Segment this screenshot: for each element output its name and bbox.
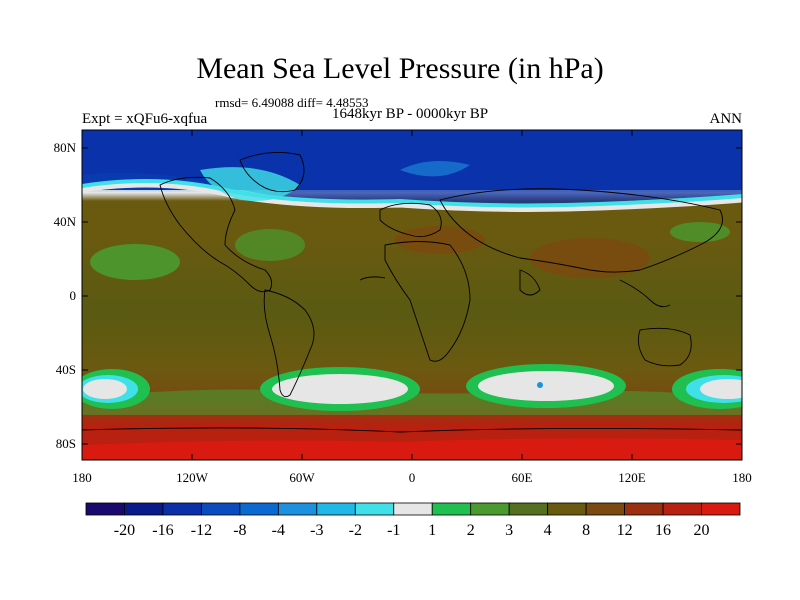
colorbar-label: 20: [693, 522, 710, 539]
colorbar-label: -3: [310, 522, 324, 539]
colorbar-swatch: [277, 502, 318, 516]
zero-contour-north: [82, 182, 742, 212]
colorbar-label: -4: [271, 522, 285, 539]
colorbar-swatch: [508, 502, 549, 516]
colorbar-swatch: [431, 502, 472, 516]
colorbar-label: 4: [543, 522, 552, 539]
north-atlantic-patch: [200, 167, 300, 201]
colorbar-label: 12: [616, 522, 633, 539]
colorbar-swatch: [201, 502, 241, 516]
colorbar-label: -8: [233, 522, 247, 539]
colorbar-swatch: [162, 502, 202, 516]
experiment-label: Expt = xQFu6-xqfua: [82, 111, 208, 127]
rmsd-diff-stats: rmsd= 6.49088 diff= 4.48553: [215, 95, 369, 110]
lat-label-40s: 40S: [55, 362, 76, 377]
colorbar-label: 3: [505, 522, 514, 539]
colorbar-swatch: [585, 502, 625, 516]
se-pacific-low-core: [700, 379, 742, 399]
colorbar-label: 16: [655, 522, 672, 539]
sahara-high: [395, 226, 485, 254]
colorbar-label: -16: [152, 522, 174, 539]
lon-label-120e: 120E: [618, 470, 646, 485]
colorbar-swatch: [662, 502, 702, 516]
asia-high: [530, 238, 650, 278]
lon-label-120w: 120W: [176, 470, 208, 485]
colorbar-swatch: [316, 502, 356, 516]
colorbar-label: -20: [113, 522, 136, 539]
colorbar-label: 2: [466, 522, 475, 539]
lat-label-40n: 40N: [53, 214, 76, 229]
colorbar-swatch: [239, 502, 279, 516]
lat-label-0: 0: [69, 288, 77, 303]
lat-label-80s: 80S: [55, 436, 76, 451]
coastlines: [82, 151, 742, 433]
lon-label-60e: 60E: [511, 470, 533, 485]
lon-label-180e: 180: [732, 470, 752, 485]
colorbar-label: -2: [348, 522, 362, 539]
scandinavia-patch: [400, 161, 470, 177]
colorbar-label: -12: [190, 522, 213, 539]
colorbar-label: 8: [582, 522, 591, 539]
colorbar-swatch: [393, 502, 433, 516]
colorbar-label: -1: [387, 522, 401, 539]
indian-ocean-low-center: [537, 382, 543, 388]
colorbar-swatch: [547, 502, 587, 516]
indian-ocean-low-core: [478, 371, 614, 401]
lat-label-80n: 80N: [53, 140, 76, 155]
colorbar-swatch: [354, 502, 395, 516]
cyan-contour-north: [82, 179, 742, 208]
colorbar-swatch: [624, 502, 664, 516]
antarctic-high-core: [82, 438, 742, 460]
pacific-green-patch: [90, 244, 180, 280]
colorbar-swatch: [470, 502, 510, 516]
colorbar-label: 1: [428, 522, 437, 539]
east-pacific-green-patch: [670, 222, 730, 242]
map-title: Mean Sea Level Pressure (in hPa): [196, 52, 604, 85]
lon-label-60w: 60W: [289, 470, 315, 485]
lon-label-0: 0: [408, 470, 416, 485]
s-atlantic-low-core: [272, 374, 408, 404]
colorbar-swatch: [85, 502, 125, 516]
season-label: ANN: [709, 111, 743, 127]
colorbar: [85, 502, 741, 516]
colorbar-swatch: [701, 502, 741, 516]
sw-pacific-low-core: [83, 379, 127, 399]
atlantic-green-patch: [235, 229, 305, 261]
lon-label-180w: 180: [72, 470, 92, 485]
colorbar-swatch: [124, 502, 164, 516]
time-period: 1648kyr BP - 0000kyr BP: [331, 106, 489, 122]
axis-ticks: [81, 130, 743, 460]
